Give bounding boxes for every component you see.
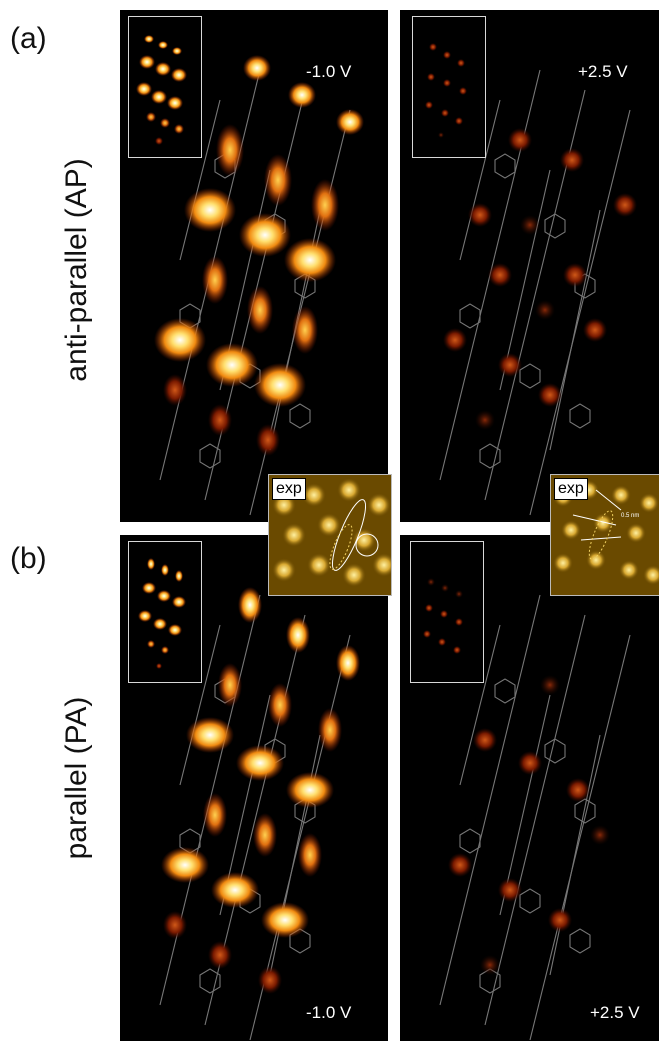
row-label-anti-parallel: anti-parallel (AP) (60, 158, 93, 382)
experimental-inset-negative: exp (268, 474, 392, 596)
stm-image-pa-positive-bias: +2.5 V (400, 535, 659, 1041)
molecule-overlay (439, 594, 631, 1041)
inset-overview-pa-negative (128, 541, 202, 683)
stm-image-ap-negative-bias: -1.0 V (120, 10, 388, 522)
molecule-overlay (159, 587, 360, 1041)
inset-overview-pa-positive (410, 541, 484, 683)
molecule-overlay (154, 55, 364, 516)
inset-overview-ap-positive (412, 16, 486, 158)
stm-image-pa-negative-bias: -1.0 V (120, 535, 388, 1041)
panel-label-b: (b) (10, 542, 47, 575)
bias-voltage-label: +2.5 V (590, 1003, 640, 1022)
panel-label-a: (a) (10, 22, 47, 55)
experimental-label: exp (272, 478, 306, 500)
inset-overview-ap-negative (128, 16, 202, 158)
bias-voltage-label: -1.0 V (306, 1003, 352, 1022)
stm-image-ap-positive-bias: +2.5 V (400, 10, 659, 522)
bias-voltage-label: -1.0 V (306, 62, 352, 81)
row-label-parallel: parallel (PA) (60, 696, 93, 860)
experimental-inset-positive: 0.5 nm exp (550, 474, 659, 596)
bias-voltage-label: +2.5 V (578, 62, 628, 81)
experimental-label: exp (554, 478, 588, 500)
scale-label: 0.5 nm (621, 513, 639, 519)
